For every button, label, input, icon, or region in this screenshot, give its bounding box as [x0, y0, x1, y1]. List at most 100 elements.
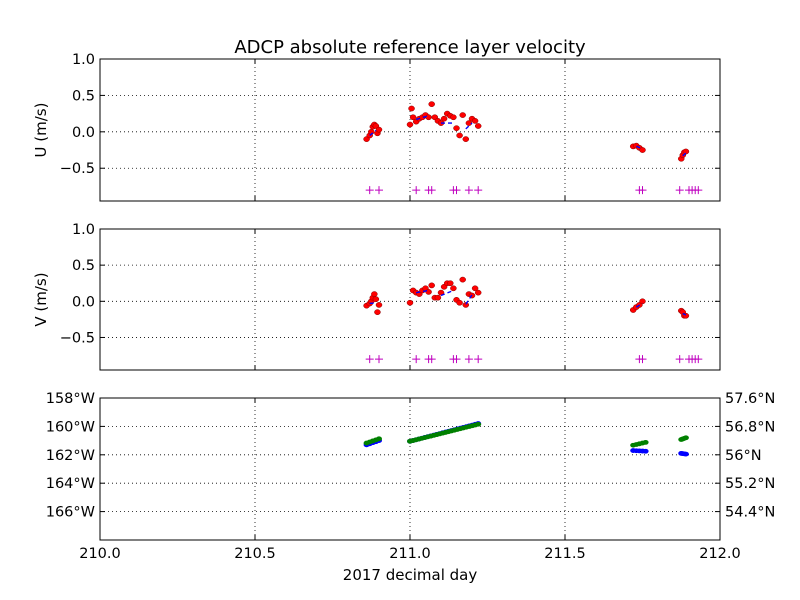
velocity-point [371, 291, 378, 297]
v-velocity-panel: 1.0 0.5 0.0 −0.5 V (m/s) [32, 222, 721, 371]
velocity-mean-segment [369, 302, 376, 305]
velocity-mean-segment [465, 294, 473, 305]
velocity-point [471, 285, 479, 292]
velocity-point [372, 296, 380, 302]
flag-marker [365, 186, 374, 195]
velocity-mean-segment [369, 129, 377, 137]
y-axis-label: V (m/s) [32, 272, 50, 326]
chart-title: ADCP absolute reference layer velocity [234, 37, 586, 58]
flag-marker [375, 355, 383, 364]
flag-marker [675, 355, 684, 364]
flag-marker [694, 186, 703, 195]
latitude-tick-label: 56.8°N [725, 419, 775, 435]
velocity-mean-segment [682, 152, 687, 157]
flag-marker [427, 186, 436, 195]
velocity-point [425, 289, 432, 295]
velocity-point [406, 121, 414, 128]
longitude-tick-label: 160°W [46, 419, 95, 435]
velocity-point [456, 132, 463, 139]
velocity-point [428, 282, 435, 289]
latitude-tick-label: 55.2°N [725, 476, 775, 492]
flag-marker [464, 186, 473, 195]
velocity-point [453, 125, 460, 132]
latitude-point [475, 421, 482, 427]
velocity-point [459, 276, 466, 283]
flag-marker [638, 355, 647, 364]
position-panel: 210.0 210.5 211.0 211.5 212.0 158°W 160°W 162°W… [46, 391, 776, 562]
velocity-mean-segment [465, 122, 473, 130]
velocity-point [474, 123, 482, 129]
latitude-point [682, 435, 689, 441]
latitude-point [642, 439, 649, 445]
velocity-point [434, 294, 442, 301]
y-tick-label: −0.5 [60, 161, 95, 177]
longitude-tick-label: 164°W [46, 476, 95, 492]
velocity-point [639, 147, 646, 153]
velocity-point [425, 114, 432, 121]
velocity-mean-segment [682, 312, 687, 316]
y-tick-label: 1.0 [72, 222, 95, 238]
velocity-point [450, 285, 457, 292]
flag-marker [452, 186, 461, 195]
latitude-tick-label: 54.4°N [725, 505, 775, 521]
velocity-point [456, 299, 463, 306]
y-tick-label: 0.5 [72, 88, 95, 104]
velocity-mean-segment [416, 289, 429, 294]
y-tick-label: 0.5 [72, 258, 95, 274]
velocity-point [639, 298, 646, 305]
velocity-point [447, 280, 454, 287]
longitude-point [642, 448, 649, 454]
x-tick-label: 211.5 [544, 546, 586, 562]
y-tick-label: 1.0 [72, 52, 95, 68]
velocity-point [375, 126, 383, 133]
latitude-tick-label: 56°N [725, 448, 762, 464]
latitude-tick-label: 57.6°N [725, 391, 775, 407]
velocity-point [459, 112, 466, 118]
flag-marker [375, 186, 383, 195]
velocity-point [440, 115, 448, 122]
x-tick-label: 210.5 [234, 546, 276, 562]
flag-marker [694, 355, 703, 364]
velocity-point [375, 302, 383, 308]
y-tick-label: −0.5 [60, 330, 95, 346]
flag-marker [464, 355, 473, 364]
velocity-mean-segment [440, 289, 454, 297]
velocity-point [450, 114, 457, 121]
velocity-point [406, 299, 414, 306]
velocity-point [474, 289, 482, 296]
flag-marker [474, 186, 483, 195]
y-axis-label: U (m/s) [32, 103, 50, 158]
u-velocity-panel: 1.0 0.5 0.0 −0.5 U (m/s) [32, 52, 721, 202]
flag-marker [638, 186, 647, 195]
velocity-point [471, 118, 479, 124]
x-tick-label: 212.0 [699, 546, 741, 562]
flag-marker [474, 355, 483, 364]
latitude-point [376, 436, 382, 442]
longitude-point [682, 451, 689, 457]
y-tick-label: 0.0 [72, 294, 95, 310]
velocity-mean-segment [636, 145, 643, 150]
flag-marker [452, 355, 461, 364]
x-axis-label: 2017 decimal day [343, 566, 478, 584]
flag-marker [365, 355, 374, 364]
longitude-tick-label: 158°W [46, 391, 95, 407]
x-tick-label: 210.0 [79, 546, 121, 562]
velocity-point [462, 302, 470, 308]
velocity-point [409, 114, 417, 121]
x-tick-label: 211.0 [389, 546, 431, 562]
velocity-point [408, 105, 415, 112]
velocity-mean-segment [635, 302, 643, 308]
flag-marker [412, 186, 421, 195]
longitude-tick-label: 162°W [46, 448, 95, 464]
plot-frame [99, 228, 721, 371]
velocity-point [682, 148, 690, 155]
flag-marker [675, 186, 684, 195]
velocity-point [462, 136, 470, 142]
velocity-mean-segment [416, 115, 429, 121]
flag-marker [427, 355, 436, 364]
flag-marker [412, 355, 421, 364]
y-tick-label: 0.0 [72, 125, 95, 141]
longitude-tick-label: 166°W [46, 505, 95, 521]
velocity-point [374, 309, 381, 316]
